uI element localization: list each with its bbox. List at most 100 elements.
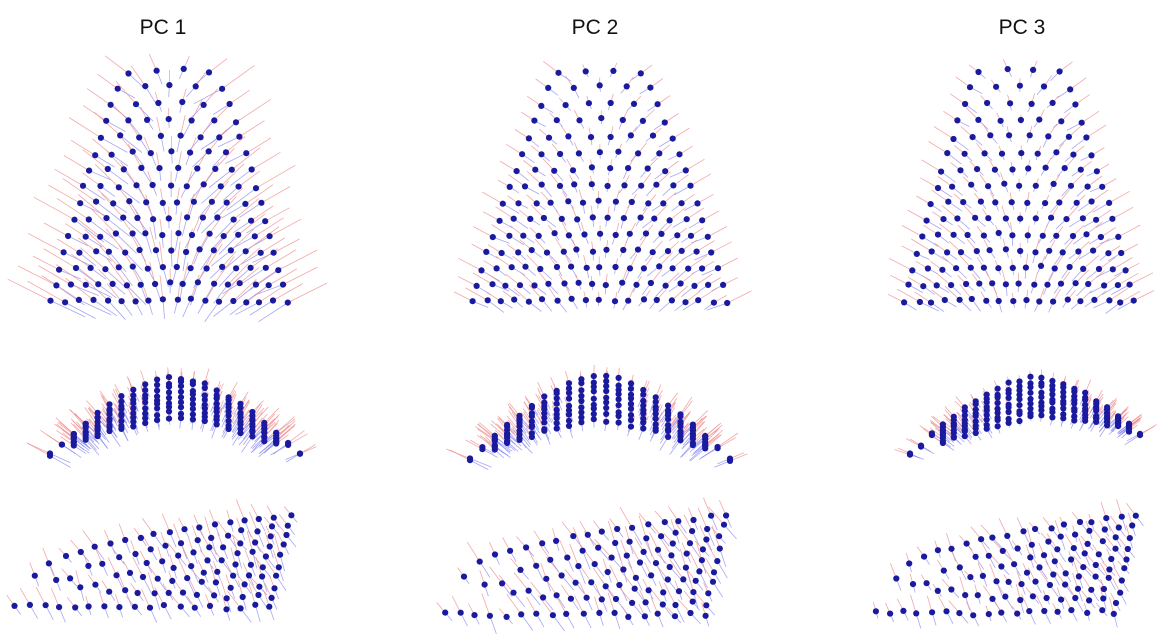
displacement-vector <box>222 186 239 201</box>
landmark-point <box>177 415 185 422</box>
landmark-point <box>280 541 287 548</box>
landmark-point <box>1002 593 1009 600</box>
landmark-point <box>589 248 597 255</box>
landmark-point <box>1112 599 1120 607</box>
landmark-point <box>99 560 106 567</box>
landmark-point <box>532 166 539 173</box>
landmark-point <box>153 67 160 74</box>
landmark-point <box>647 84 654 91</box>
displacement-vector <box>7 278 51 302</box>
displacement-vector <box>82 105 107 122</box>
displacement-vector <box>897 288 921 303</box>
landmark-point <box>720 521 728 528</box>
landmark-point <box>604 214 611 221</box>
displacement-vector <box>706 528 715 547</box>
landmark-point <box>165 589 172 596</box>
landmark-point <box>1068 607 1075 614</box>
landmark-point <box>1073 199 1080 206</box>
landmark-point <box>220 233 227 240</box>
displacement-vector <box>86 88 111 106</box>
landmark-point <box>120 166 127 173</box>
landmark-point <box>122 249 129 256</box>
landmark-point <box>1006 132 1013 139</box>
landmark-point <box>658 533 665 540</box>
displacement-vector <box>687 255 708 269</box>
landmark-point <box>540 214 547 222</box>
landmark-point <box>165 403 173 411</box>
landmark-point <box>645 587 652 594</box>
displacement-vector <box>526 596 537 614</box>
displacement-vector <box>469 458 492 468</box>
landmark-point <box>997 117 1004 124</box>
landmark-point <box>950 434 957 441</box>
displacement-vector <box>226 187 257 211</box>
landmark-point <box>1112 545 1119 552</box>
landmark-point <box>489 234 496 241</box>
landmark-point <box>934 547 941 554</box>
landmark-point <box>168 182 175 189</box>
landmark-point <box>162 542 169 549</box>
displacement-vector <box>272 283 303 301</box>
landmark-point <box>919 233 926 240</box>
displacement-vector <box>919 301 939 312</box>
landmark-point <box>981 150 988 157</box>
displacement-vector <box>197 201 213 219</box>
landmark-point <box>155 99 162 107</box>
landmark-point <box>698 557 705 564</box>
displacement-vector <box>84 278 109 301</box>
displacement-vector <box>182 251 187 272</box>
displacement-vector <box>226 187 244 203</box>
displacement-vector <box>237 213 266 236</box>
landmark-point <box>626 538 633 545</box>
landmark-point <box>106 417 113 424</box>
landmark-point <box>653 181 660 188</box>
landmark-point <box>187 295 194 302</box>
landmark-point <box>588 181 595 188</box>
displacement-vector <box>107 168 129 185</box>
landmark-point <box>211 280 218 287</box>
displacement-vector <box>706 302 728 311</box>
landmark-point <box>938 168 945 175</box>
displacement-vector <box>901 225 923 237</box>
displacement-vector <box>235 99 271 123</box>
displacement-vector <box>27 280 66 303</box>
displacement-vector <box>494 440 511 453</box>
landmark-point <box>200 569 207 576</box>
landmark-point <box>196 524 203 531</box>
landmark-point <box>1024 232 1031 239</box>
landmark-point <box>216 134 223 141</box>
landmark-point <box>203 265 210 272</box>
landmark-point <box>1106 199 1113 206</box>
pc2-oblique-view <box>436 497 737 635</box>
landmark-point <box>1075 248 1082 255</box>
landmark-point <box>1091 296 1098 303</box>
landmark-point <box>265 282 272 289</box>
landmark-point <box>230 572 237 579</box>
displacement-vector <box>1129 272 1154 285</box>
landmark-point <box>1077 166 1084 173</box>
landmark-point <box>633 281 640 288</box>
landmark-point <box>972 400 979 408</box>
landmark-point <box>565 417 573 424</box>
landmark-point <box>165 415 173 422</box>
displacement-vector <box>1120 290 1141 303</box>
landmark-point <box>179 589 187 596</box>
displacement-vector <box>1038 569 1051 586</box>
landmark-point <box>967 264 974 271</box>
displacement-vector <box>235 499 245 521</box>
displacement-vector <box>65 277 94 301</box>
displacement-vector <box>63 155 90 171</box>
landmark-point <box>227 247 234 254</box>
landmark-point <box>1032 182 1039 189</box>
landmark-point <box>1016 391 1023 398</box>
landmark-point <box>255 515 262 523</box>
landmark-point <box>511 296 518 303</box>
landmark-point <box>266 233 273 240</box>
landmark-point <box>1066 263 1073 271</box>
landmark-point <box>90 296 97 303</box>
landmark-point <box>692 577 699 584</box>
landmark-point <box>180 65 187 72</box>
displacement-vector <box>458 257 482 271</box>
displacement-vector <box>231 147 261 170</box>
landmark-point <box>984 99 991 107</box>
